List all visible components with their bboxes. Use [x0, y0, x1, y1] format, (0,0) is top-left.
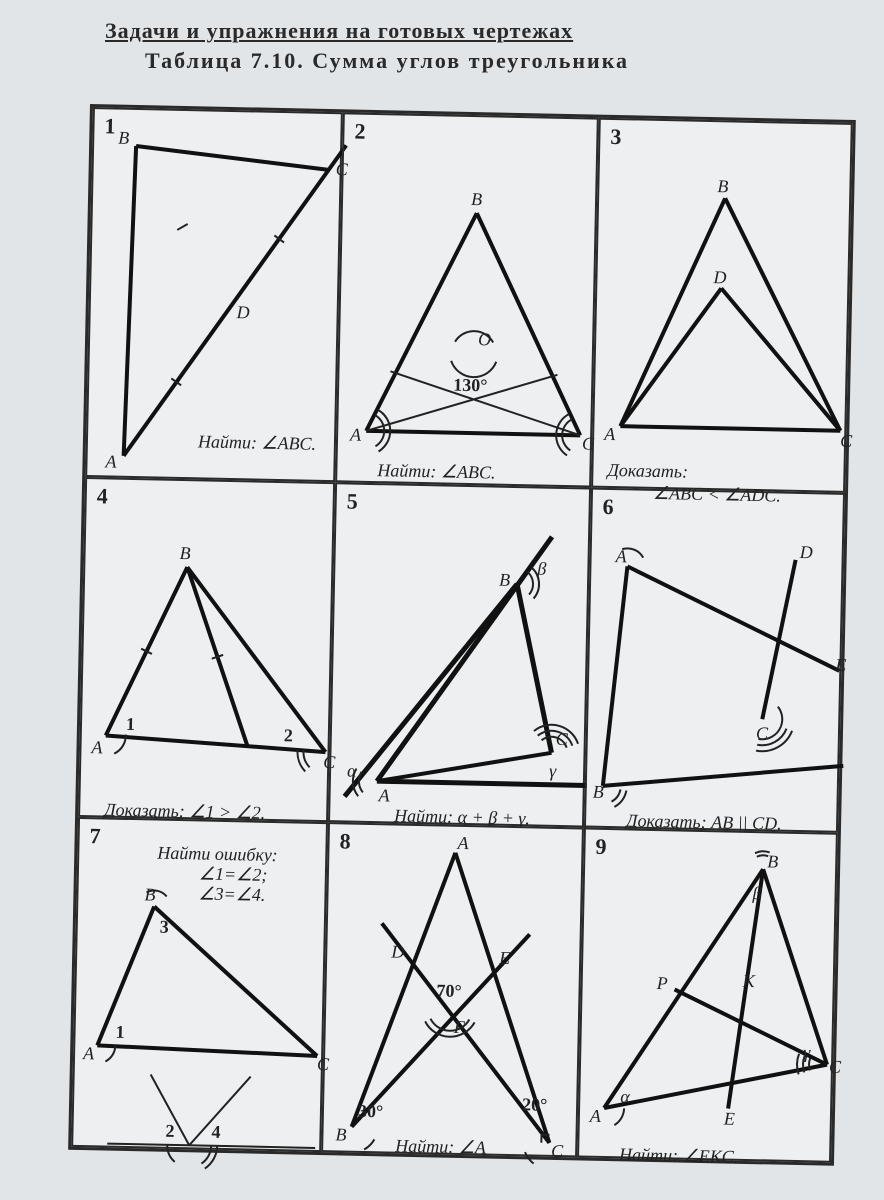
task-text: Найти: ∠EKC.: [619, 1144, 739, 1167]
point-label: E: [498, 948, 510, 968]
point-label: E: [723, 1108, 735, 1128]
point-label: 130°: [453, 375, 488, 396]
point-label: O: [478, 329, 491, 349]
point-label: A: [377, 785, 390, 805]
point-label: C: [551, 1141, 564, 1161]
point-label: P: [656, 973, 668, 993]
point-label: D: [712, 267, 726, 287]
problem-cell-7: 7Найти ошибку:∠1=∠2;∠3=∠4.B31AC24: [71, 817, 328, 1152]
point-label: B: [471, 189, 482, 209]
point-label: β: [536, 558, 546, 578]
point-label: A: [82, 1043, 95, 1063]
heading-main: Задачи и упражнения на готовых чертежах: [105, 18, 854, 44]
point-label: B: [499, 570, 510, 590]
task-text: Найти: ∠A: [395, 1136, 486, 1159]
point-label: B: [179, 543, 190, 563]
cell-number: 8: [339, 828, 351, 854]
diagram: Bβ Cγ Aα: [336, 490, 599, 835]
point-label: β: [751, 883, 761, 903]
diagram: Bβ P KγCαA E: [585, 836, 846, 1171]
point-label: A: [104, 451, 117, 471]
task-line: ∠1=∠2;: [199, 863, 268, 885]
cell-number: 3: [610, 124, 622, 150]
page: Задачи и упражнения на готовых чертежах …: [0, 0, 884, 1200]
point-label: K: [742, 971, 756, 991]
point-label: C: [756, 723, 769, 743]
point-label: B: [335, 1124, 346, 1144]
point-label: A: [589, 1106, 602, 1126]
cell-number: 9: [595, 834, 607, 860]
cell-number: 5: [346, 488, 358, 514]
point-label: C: [556, 729, 569, 749]
point-label: 20°: [522, 1094, 548, 1115]
point-label: B: [592, 782, 603, 802]
problem-cell-6: 6Доказать: AB || CD.ADECB: [584, 488, 845, 833]
point-label: D: [799, 542, 813, 562]
point-label: E: [834, 655, 846, 675]
task-prefix: Доказать:: [607, 460, 688, 483]
point-label: A: [614, 546, 627, 566]
point-label: 4: [211, 1122, 220, 1142]
point-label: 1: [126, 714, 135, 734]
point-label: 70°: [436, 980, 462, 1001]
task-text: Найти: ∠ABC.: [377, 460, 496, 483]
cell-number: 4: [97, 483, 109, 509]
cell-number: 2: [354, 119, 366, 145]
problem-cell-8: 8Найти: ∠AADE70°F30°20°BC: [321, 822, 584, 1157]
point-label: A: [90, 737, 103, 757]
point-label: α: [620, 1086, 630, 1106]
cell-number: 6: [602, 494, 614, 520]
diagram: BO130°AC: [343, 120, 607, 495]
problem-grid: 1Найти: ∠ABC.BCDA2Найти: ∠ABC.BO130°AC3Д…: [68, 104, 856, 1166]
point-label: 30°: [358, 1101, 384, 1122]
problem-cell-5: 5Найти: α + β + γ.BβCγAα: [328, 482, 591, 827]
point-label: C: [840, 431, 853, 451]
point-label: B: [118, 128, 129, 148]
point-label: A: [349, 425, 362, 445]
point-label: B: [767, 851, 778, 871]
point-label: A: [456, 833, 469, 853]
cell-number: 7: [89, 823, 101, 849]
diagram: BAC12: [86, 485, 343, 830]
point-label: 2: [165, 1121, 174, 1141]
diagram: A D E 70° F 30° 20° B C: [329, 830, 592, 1165]
task-line: ∠3=∠4.: [198, 883, 265, 905]
problem-cell-2: 2Найти: ∠ABC.BO130°AC: [335, 112, 599, 487]
point-label: 2: [284, 725, 293, 745]
diagram: B D A C: [599, 126, 861, 501]
task-text: Найти: ∠ABC.: [198, 431, 317, 454]
cell-number: 1: [104, 113, 116, 139]
diagram: A D E C B: [592, 496, 853, 841]
point-label: α: [347, 761, 357, 781]
problem-cell-3: 3Доказать:∠ABC < ∠ADC.BDAC: [591, 118, 853, 493]
point-label: D: [235, 302, 249, 322]
problem-cell-1: 1Найти: ∠ABC.BCDA: [85, 107, 343, 482]
point-label: γ: [803, 1042, 811, 1062]
point-label: γ: [549, 761, 557, 781]
header: Задачи и упражнения на готовых чертежах …: [105, 18, 854, 74]
point-label: A: [603, 424, 616, 444]
problem-cell-9: 9Найти: ∠EKC.BβPKγCαAE: [577, 828, 838, 1163]
heading-sub: Таблица 7.10. Сумма углов треугольника: [105, 48, 854, 74]
point-label: 1: [115, 1022, 124, 1042]
point-label: D: [390, 941, 404, 961]
point-label: B: [144, 884, 155, 904]
point-label: F: [453, 1017, 466, 1037]
task-title: Найти ошибку:: [157, 843, 278, 867]
point-label: 3: [160, 917, 169, 937]
point-label: B: [717, 176, 728, 196]
point-label: C: [829, 1057, 842, 1077]
problem-cell-4: 4Доказать: ∠1 > ∠2.BAC12: [78, 477, 335, 822]
